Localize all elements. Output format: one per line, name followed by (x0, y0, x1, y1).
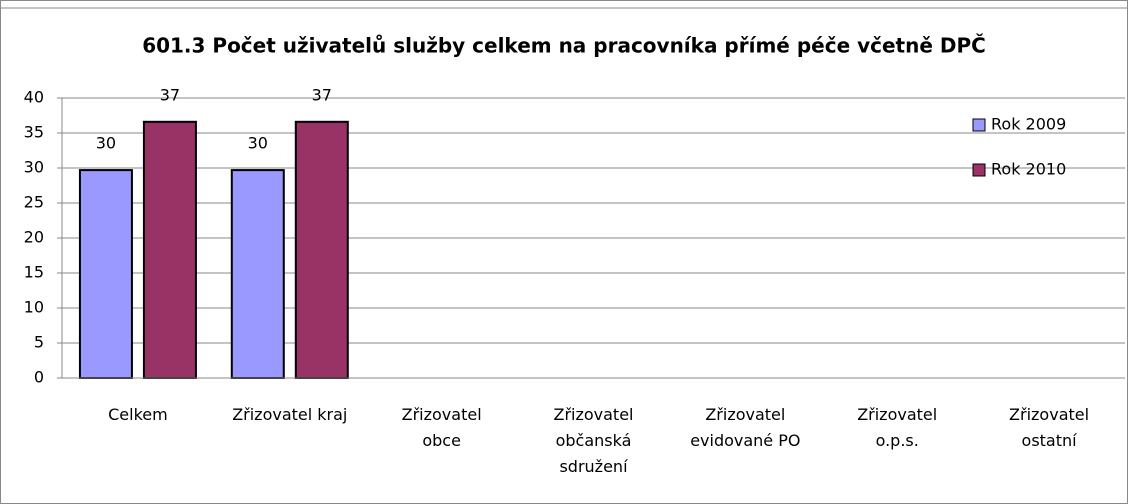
x-tick-label: Zřizovatel evidované PO (690, 405, 801, 450)
x-tick-label: Zřizovatel občanská sdružení (553, 405, 634, 476)
data-label: 37 (160, 85, 180, 104)
chart-title: 601.3 Počet uživatelů služby celkem na p… (142, 34, 986, 58)
bar (230, 169, 285, 379)
y-tick-label: 10 (24, 298, 44, 317)
bar (294, 120, 349, 380)
y-tick-label: 25 (24, 193, 44, 212)
y-tick-label: 35 (24, 123, 44, 142)
data-label: 30 (248, 134, 268, 153)
x-tick-label: Zřizovatel obce (401, 405, 482, 450)
legend-label: Rok 2010 (991, 160, 1066, 179)
x-tick-label: Zřizovatel ostatní (1009, 405, 1090, 450)
legend-label: Rok 2009 (991, 115, 1066, 134)
data-label: 30 (96, 134, 116, 153)
legend-swatch (972, 118, 986, 132)
bar (142, 120, 197, 380)
y-tick-label: 5 (34, 333, 44, 352)
data-label: 37 (312, 85, 332, 104)
legend-swatch (972, 163, 986, 177)
y-tick-label: 15 (24, 263, 44, 282)
y-tick-label: 40 (24, 88, 44, 107)
bar (78, 169, 133, 379)
x-tick-label: Zřizovatel o.p.s. (857, 405, 938, 450)
y-tick-label: 0 (34, 368, 44, 387)
x-tick-label: Zřizovatel kraj (232, 405, 348, 424)
y-tick-label: 30 (24, 158, 44, 177)
y-tick-label: 20 (24, 228, 44, 247)
x-tick-label: Celkem (108, 405, 168, 424)
